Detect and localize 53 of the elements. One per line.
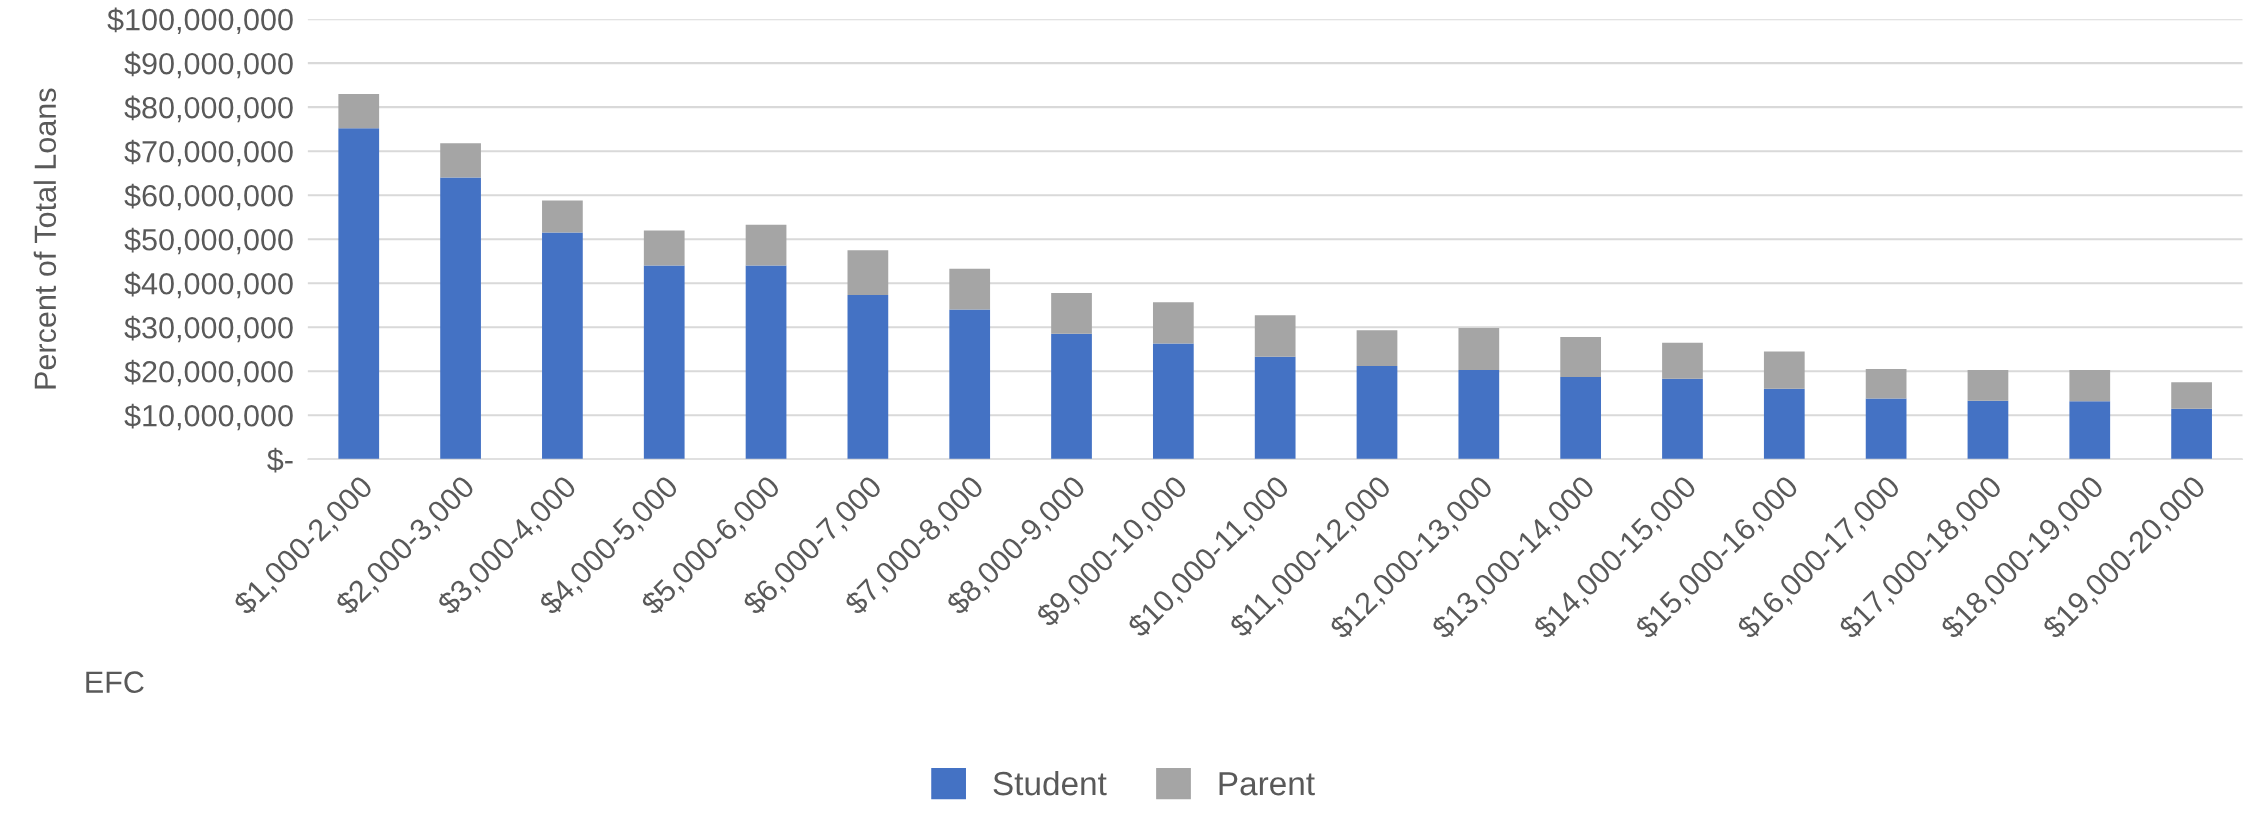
bar — [2171, 382, 2212, 409]
bar — [338, 93, 380, 129]
bar — [847, 250, 889, 296]
bar — [1967, 369, 2009, 401]
bar — [745, 265, 787, 460]
bar — [1152, 302, 1194, 344]
bar — [1865, 369, 1907, 399]
bar — [643, 230, 685, 266]
bar — [1254, 356, 1296, 460]
x-axis-title: EFC — [86, 671, 144, 693]
y-tick-label: $20,000,000 — [124, 359, 293, 387]
y-tick-label: $90,000,000 — [124, 51, 293, 79]
y-axis-title: Percent of Total Loans — [33, 88, 57, 389]
bar — [745, 224, 787, 266]
bar — [1560, 376, 1602, 460]
bar — [949, 268, 991, 310]
bar — [1560, 336, 1602, 377]
y-tick-label: $100,000,000 — [107, 7, 293, 35]
bar — [1356, 365, 1398, 460]
y-tick-label: $50,000,000 — [124, 227, 293, 255]
bar — [1865, 398, 1907, 460]
legend-label: Parent — [1219, 772, 1315, 796]
bar — [440, 177, 481, 460]
bar — [1051, 333, 1092, 460]
y-tick-label: $- — [267, 447, 293, 473]
y-tick-label: $40,000,000 — [124, 271, 293, 299]
bar — [643, 265, 685, 460]
bar — [542, 232, 583, 460]
bar — [1152, 343, 1194, 460]
bar — [1662, 342, 1703, 379]
y-tick-label: $10,000,000 — [124, 403, 293, 431]
bar — [338, 128, 380, 460]
bar — [1458, 369, 1500, 460]
bar — [440, 143, 481, 178]
bar — [1662, 378, 1703, 460]
bar — [2069, 401, 2111, 460]
bar — [1458, 328, 1500, 370]
bar — [847, 295, 889, 460]
bar — [542, 200, 583, 233]
bar — [1356, 330, 1398, 366]
y-tick-label: $80,000,000 — [124, 95, 293, 123]
y-tick-label: $70,000,000 — [124, 139, 293, 167]
bar — [2069, 369, 2111, 402]
bar — [2171, 408, 2212, 460]
y-tick-label: $30,000,000 — [124, 315, 293, 343]
bar — [1254, 315, 1296, 357]
bar — [949, 309, 991, 460]
bar — [1051, 292, 1092, 334]
y-tick-label: $60,000,000 — [124, 183, 293, 211]
legend-label: Student — [993, 770, 1107, 796]
bar — [1763, 351, 1805, 389]
bar — [1967, 400, 2009, 460]
bar — [1763, 388, 1805, 460]
